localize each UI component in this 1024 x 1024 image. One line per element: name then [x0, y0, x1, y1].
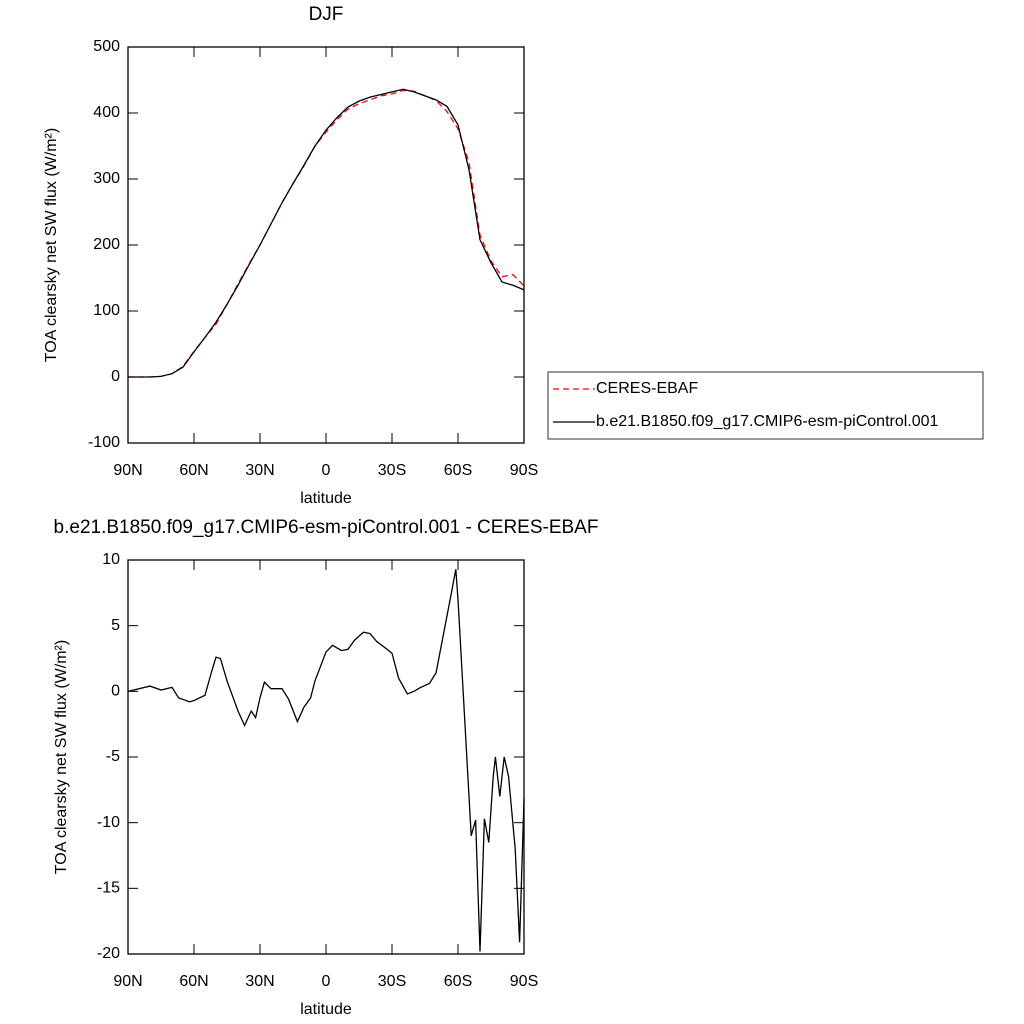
y-tick-label: 400 — [93, 104, 120, 121]
x-tick-label: 30S — [378, 462, 406, 479]
y-tick-label: 100 — [93, 302, 120, 319]
x-tick-label: 60N — [179, 973, 208, 990]
y-axis-label: TOA clearsky net SW flux (W/m²) — [43, 128, 60, 362]
x-tick-label: 0 — [322, 462, 331, 479]
y-tick-label: 5 — [111, 617, 120, 634]
legend-box — [547, 371, 984, 440]
plot-frame — [127, 46, 525, 444]
y-tick-label: 300 — [93, 170, 120, 187]
chart-title: DJF — [309, 4, 344, 25]
x-tick-label: 30S — [378, 973, 406, 990]
plot-frame — [127, 559, 525, 955]
x-tick-label: 30N — [245, 462, 274, 479]
x-tick-label: 30N — [245, 973, 274, 990]
y-axis-label: TOA clearsky net SW flux (W/m²) — [53, 640, 70, 874]
data-line — [128, 88, 525, 378]
y-tick-label: -10 — [97, 814, 120, 831]
y-tick-label: 0 — [111, 683, 120, 700]
x-axis-label: latitude — [300, 1001, 352, 1018]
y-tick-label: -100 — [88, 434, 120, 451]
x-tick-label: 60N — [179, 462, 208, 479]
x-tick-label: 60S — [444, 973, 472, 990]
x-tick-label: 90S — [510, 973, 538, 990]
data-line — [127, 569, 525, 952]
y-tick-label: 200 — [93, 236, 120, 253]
chart-title: b.e21.B1850.f09_g17.CMIP6-esm-piControl.… — [54, 517, 599, 538]
y-tick-label: -5 — [106, 748, 120, 765]
data-line — [128, 89, 525, 378]
x-axis-label: latitude — [300, 490, 352, 507]
y-tick-label: -15 — [97, 880, 120, 897]
y-tick-label: 500 — [93, 38, 120, 55]
x-tick-label: 60S — [444, 462, 472, 479]
x-tick-label: 90S — [510, 462, 538, 479]
legend-label: CERES-EBAF — [596, 380, 698, 397]
y-tick-label: 10 — [102, 551, 120, 568]
y-tick-label: -20 — [97, 945, 120, 962]
x-tick-label: 90N — [113, 462, 142, 479]
x-tick-label: 90N — [113, 973, 142, 990]
legend-label: b.e21.B1850.f09_g17.CMIP6-esm-piControl.… — [596, 413, 939, 430]
y-tick-label: 0 — [111, 368, 120, 385]
x-tick-label: 0 — [322, 973, 331, 990]
